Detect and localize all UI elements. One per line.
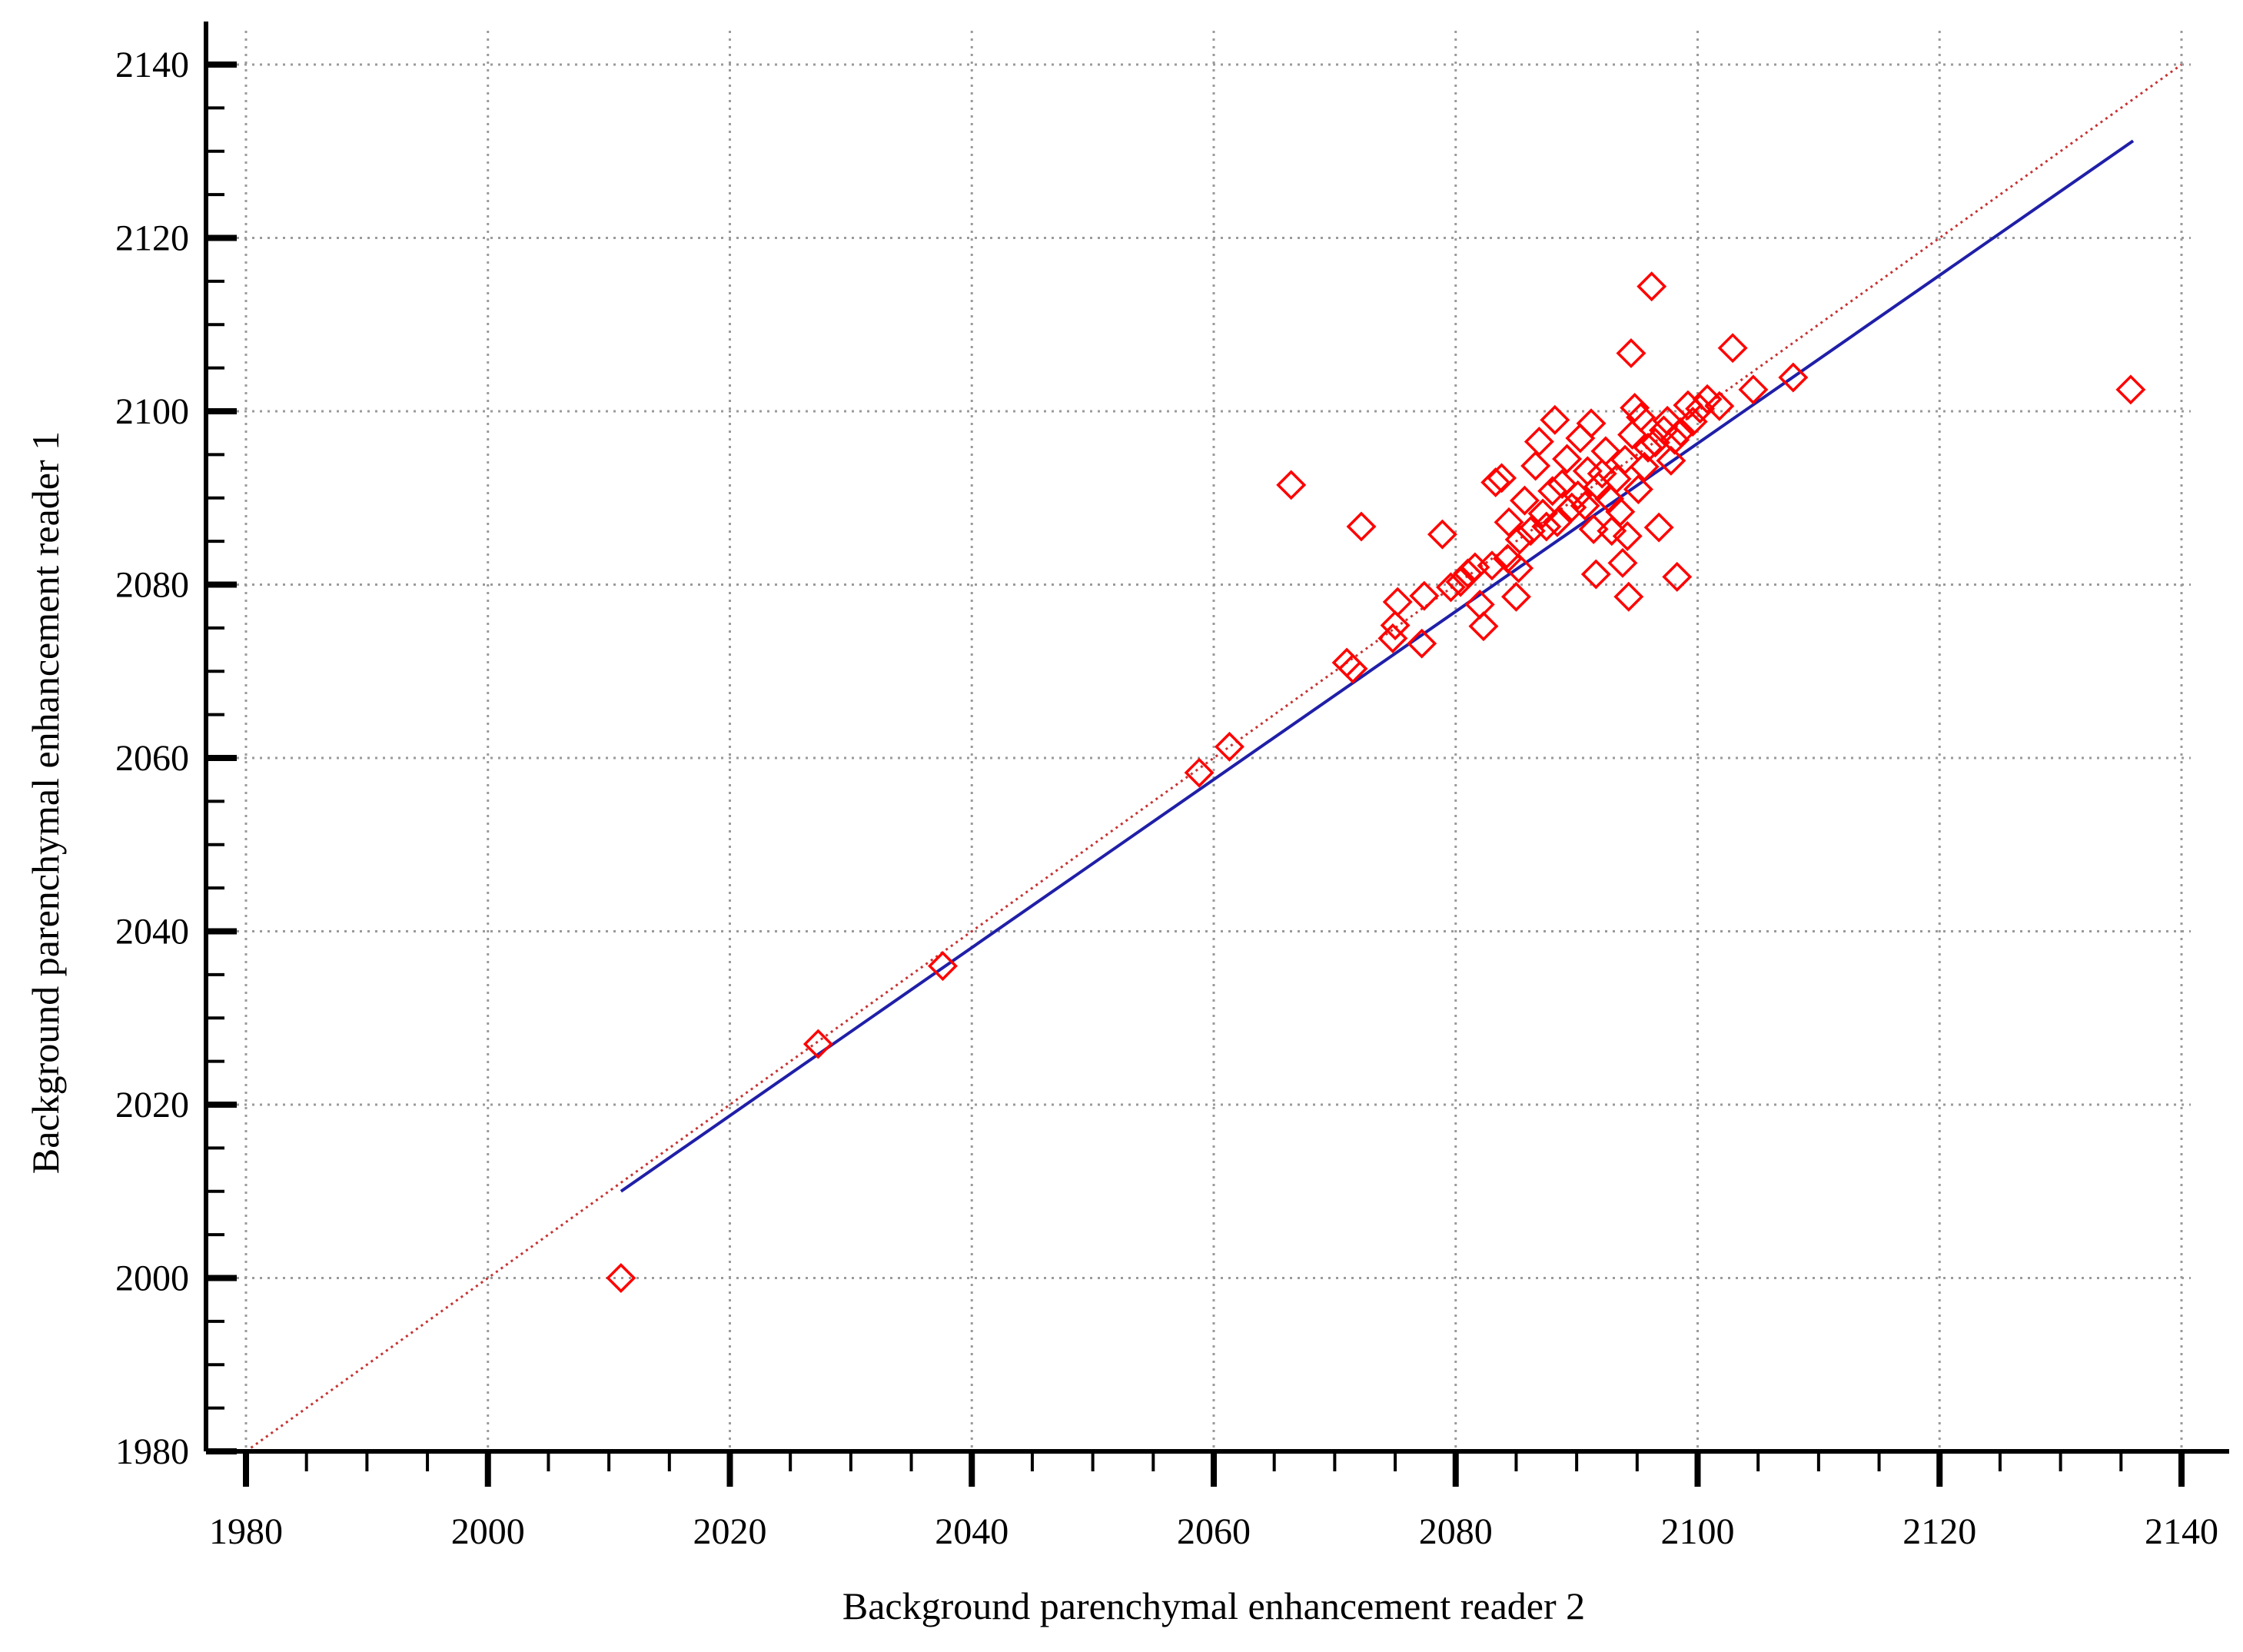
data-point-11 [1382, 587, 1413, 617]
x-tick-label-2020: 2020 [693, 1511, 767, 1552]
data-point-58 [1613, 581, 1644, 612]
x-tick-label-2140: 2140 [2145, 1511, 2218, 1552]
y-tick-label-2060: 2060 [115, 738, 189, 779]
data-point-12 [1407, 628, 1437, 659]
data-point-76 [1677, 407, 1708, 437]
data-point-57 [1612, 520, 1643, 551]
data-point-55 [1607, 547, 1638, 578]
data-point-42 [1565, 423, 1596, 454]
y-tick-label-2020: 2020 [115, 1085, 189, 1125]
data-point-83 [2115, 374, 2146, 405]
y-tick-label-2040: 2040 [115, 912, 189, 952]
data-point-3 [1184, 757, 1215, 788]
data-point-54 [1605, 497, 1636, 527]
y-tick-label-1980: 1980 [115, 1431, 189, 1472]
data-point-8 [1346, 511, 1377, 542]
data-point-74 [1665, 417, 1696, 447]
regression-line-path [620, 139, 2135, 1193]
y-tick-label-2000: 2000 [115, 1258, 189, 1299]
data-point-35 [1537, 476, 1568, 507]
data-point-29 [1509, 485, 1540, 516]
data-point-14 [1427, 519, 1457, 550]
data-point-5 [1276, 470, 1307, 500]
axis-ticks [206, 61, 2185, 1487]
data-point-21 [1477, 550, 1507, 581]
regression-line [620, 139, 2135, 1193]
data-point-64 [1629, 451, 1660, 482]
data-point-27 [1504, 553, 1534, 583]
x-tick-label-2120: 2120 [1902, 1511, 1976, 1552]
data-point-65 [1633, 432, 1663, 463]
x-tick-label-2080: 2080 [1419, 1511, 1493, 1552]
data-point-30 [1515, 516, 1546, 547]
data-point-36 [1540, 404, 1570, 435]
data-point-59 [1616, 337, 1647, 368]
data-point-82 [1778, 362, 1809, 393]
data-point-0 [606, 1263, 636, 1293]
data-point-47 [1580, 559, 1611, 590]
data-point-2 [928, 951, 958, 982]
data-point-49 [1587, 458, 1617, 489]
data-point-33 [1527, 498, 1558, 529]
grid-lines [206, 31, 2191, 1453]
data-point-68 [1643, 512, 1674, 543]
data-point-41 [1563, 480, 1593, 510]
data-point-34 [1531, 511, 1562, 542]
y-tick-label-2100: 2100 [115, 391, 189, 432]
data-point-63 [1626, 402, 1656, 433]
y-tick-label-2120: 2120 [115, 218, 189, 259]
data-point-81 [1738, 374, 1769, 405]
data-point-26 [1500, 581, 1531, 612]
data-point-71 [1656, 445, 1686, 476]
data-point-23 [1487, 463, 1517, 494]
data-point-43 [1570, 490, 1600, 521]
data-point-50 [1590, 436, 1621, 467]
data-point-20 [1468, 611, 1499, 642]
data-point-38 [1547, 469, 1577, 500]
data-point-16 [1445, 567, 1476, 597]
x-tick-label-2100: 2100 [1661, 1511, 1735, 1552]
data-point-66 [1637, 271, 1667, 302]
data-point-40 [1557, 492, 1587, 523]
data-point-10 [1380, 610, 1411, 640]
data-point-80 [1717, 333, 1748, 364]
axes [204, 22, 2229, 1454]
data-point-45 [1576, 408, 1607, 439]
data-point-61 [1620, 393, 1650, 423]
data-point-13 [1409, 580, 1440, 611]
data-point-31 [1520, 450, 1551, 481]
x-axis-title: Background parenchymal enhancement reade… [842, 1584, 1585, 1627]
y-axis-title: Background parenchymal enhancement reade… [24, 431, 67, 1174]
data-point-25 [1494, 507, 1524, 537]
data-point-39 [1552, 444, 1583, 474]
data-point-51 [1594, 484, 1625, 514]
y-tick-label-2140: 2140 [115, 45, 189, 85]
x-tick-label-1980: 1980 [209, 1511, 283, 1552]
x-tick-label-2040: 2040 [935, 1511, 1009, 1552]
data-point-7 [1337, 653, 1368, 684]
data-point-73 [1662, 561, 1693, 592]
data-point-46 [1578, 514, 1609, 544]
y-tick-label-2080: 2080 [115, 565, 189, 606]
data-point-18 [1460, 552, 1490, 583]
data-point-1 [802, 1029, 833, 1059]
data-point-15 [1435, 572, 1466, 603]
x-tick-label-2000: 2000 [451, 1511, 525, 1552]
data-point-72 [1660, 424, 1690, 455]
data-point-32 [1524, 426, 1554, 457]
data-point-22 [1480, 467, 1511, 497]
data-point-79 [1704, 391, 1735, 421]
data-point-56 [1610, 444, 1640, 475]
data-point-62 [1623, 474, 1653, 504]
data-point-17 [1453, 558, 1483, 589]
tick-labels: 1980 2000 2020 2040 2060 2080 2100 2120 2140 1980… [115, 45, 2218, 1552]
data-point-37 [1542, 507, 1573, 537]
data-points [606, 271, 2146, 1293]
data-point-28 [1504, 524, 1535, 555]
data-point-4 [1214, 731, 1244, 762]
x-tick-label-2060: 2060 [1177, 1511, 1251, 1552]
data-point-60 [1617, 419, 1647, 450]
